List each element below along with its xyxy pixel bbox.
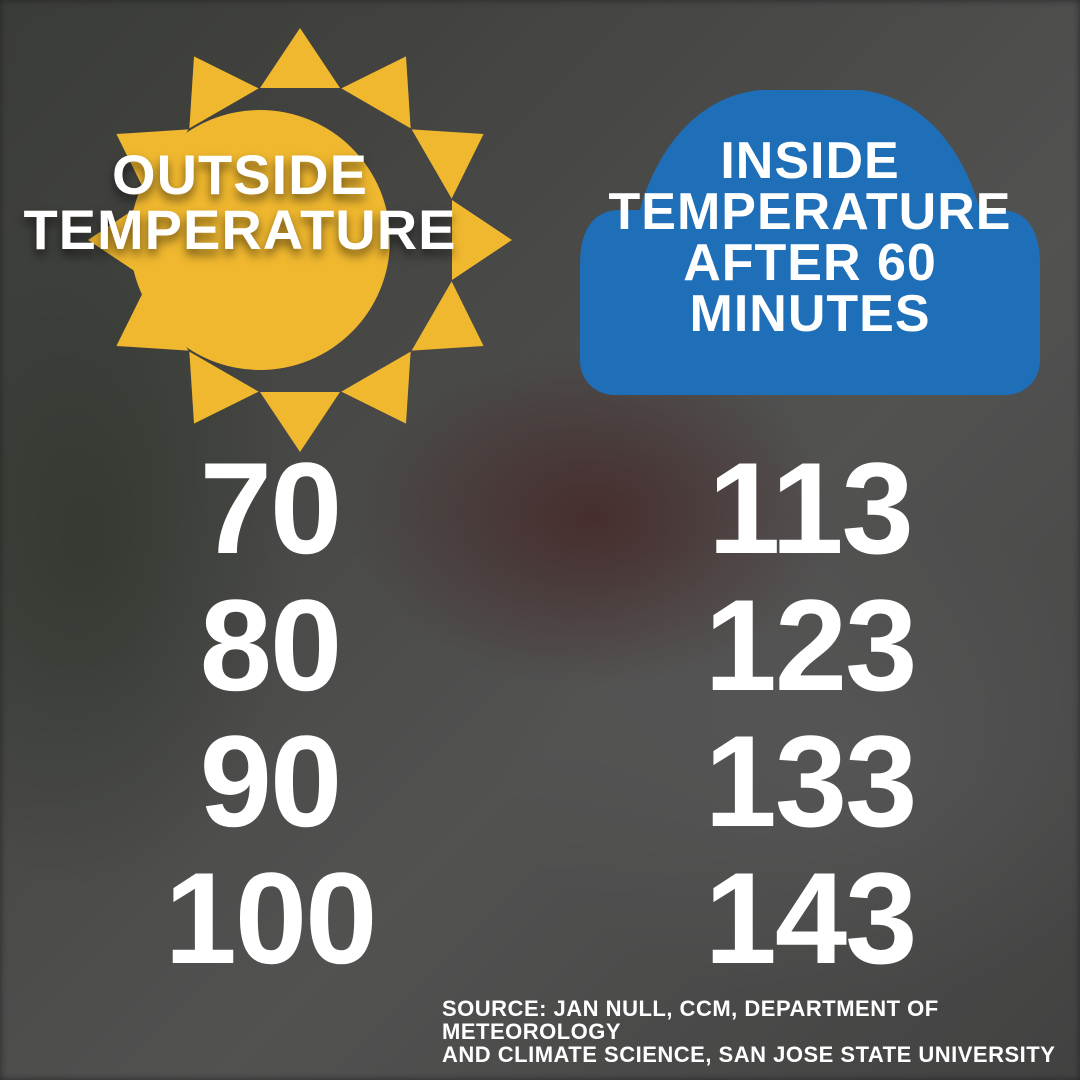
inside-header-line4: MINUTES (570, 289, 1050, 340)
outside-value: 80 (0, 577, 540, 714)
inside-value: 133 (540, 713, 1080, 850)
inside-header-line2: TEMPERATURE (570, 187, 1050, 238)
outside-column: 70 80 90 100 (0, 440, 540, 986)
outside-value: 90 (0, 713, 540, 850)
sun-ray (260, 28, 340, 88)
sun-ray (341, 36, 440, 128)
sun-ray (412, 281, 504, 380)
outside-value: 70 (0, 440, 540, 577)
car-icon: INSIDE TEMPERATURE AFTER 60 MINUTES (570, 40, 1050, 440)
inside-value: 143 (540, 850, 1080, 987)
outside-header: OUTSIDE TEMPERATURE (0, 148, 480, 258)
inside-value: 113 (540, 440, 1080, 577)
source-line2: AND CLIMATE SCIENCE, SAN JOSE STATE UNIV… (442, 1043, 1062, 1066)
inside-header-line3: AFTER 60 (570, 238, 1050, 289)
source-line1: SOURCE: JAN NULL, CCM, DEPARTMENT OF MET… (442, 997, 1062, 1043)
temperature-table: 70 80 90 100 113 123 133 143 (0, 440, 1080, 986)
source-citation: SOURCE: JAN NULL, CCM, DEPARTMENT OF MET… (442, 997, 1062, 1066)
inside-value: 123 (540, 577, 1080, 714)
outside-header-line2: TEMPERATURE (0, 203, 480, 258)
inside-header: INSIDE TEMPERATURE AFTER 60 MINUTES (570, 136, 1050, 340)
inside-column: 113 123 133 143 (540, 440, 1080, 986)
sun-ray (341, 352, 440, 444)
outside-header-line1: OUTSIDE (0, 148, 480, 203)
infographic: OUTSIDE TEMPERATURE INSIDE TEMPERATURE A… (0, 0, 1080, 1080)
inside-header-line1: INSIDE (570, 136, 1050, 187)
outside-value: 100 (0, 850, 540, 987)
